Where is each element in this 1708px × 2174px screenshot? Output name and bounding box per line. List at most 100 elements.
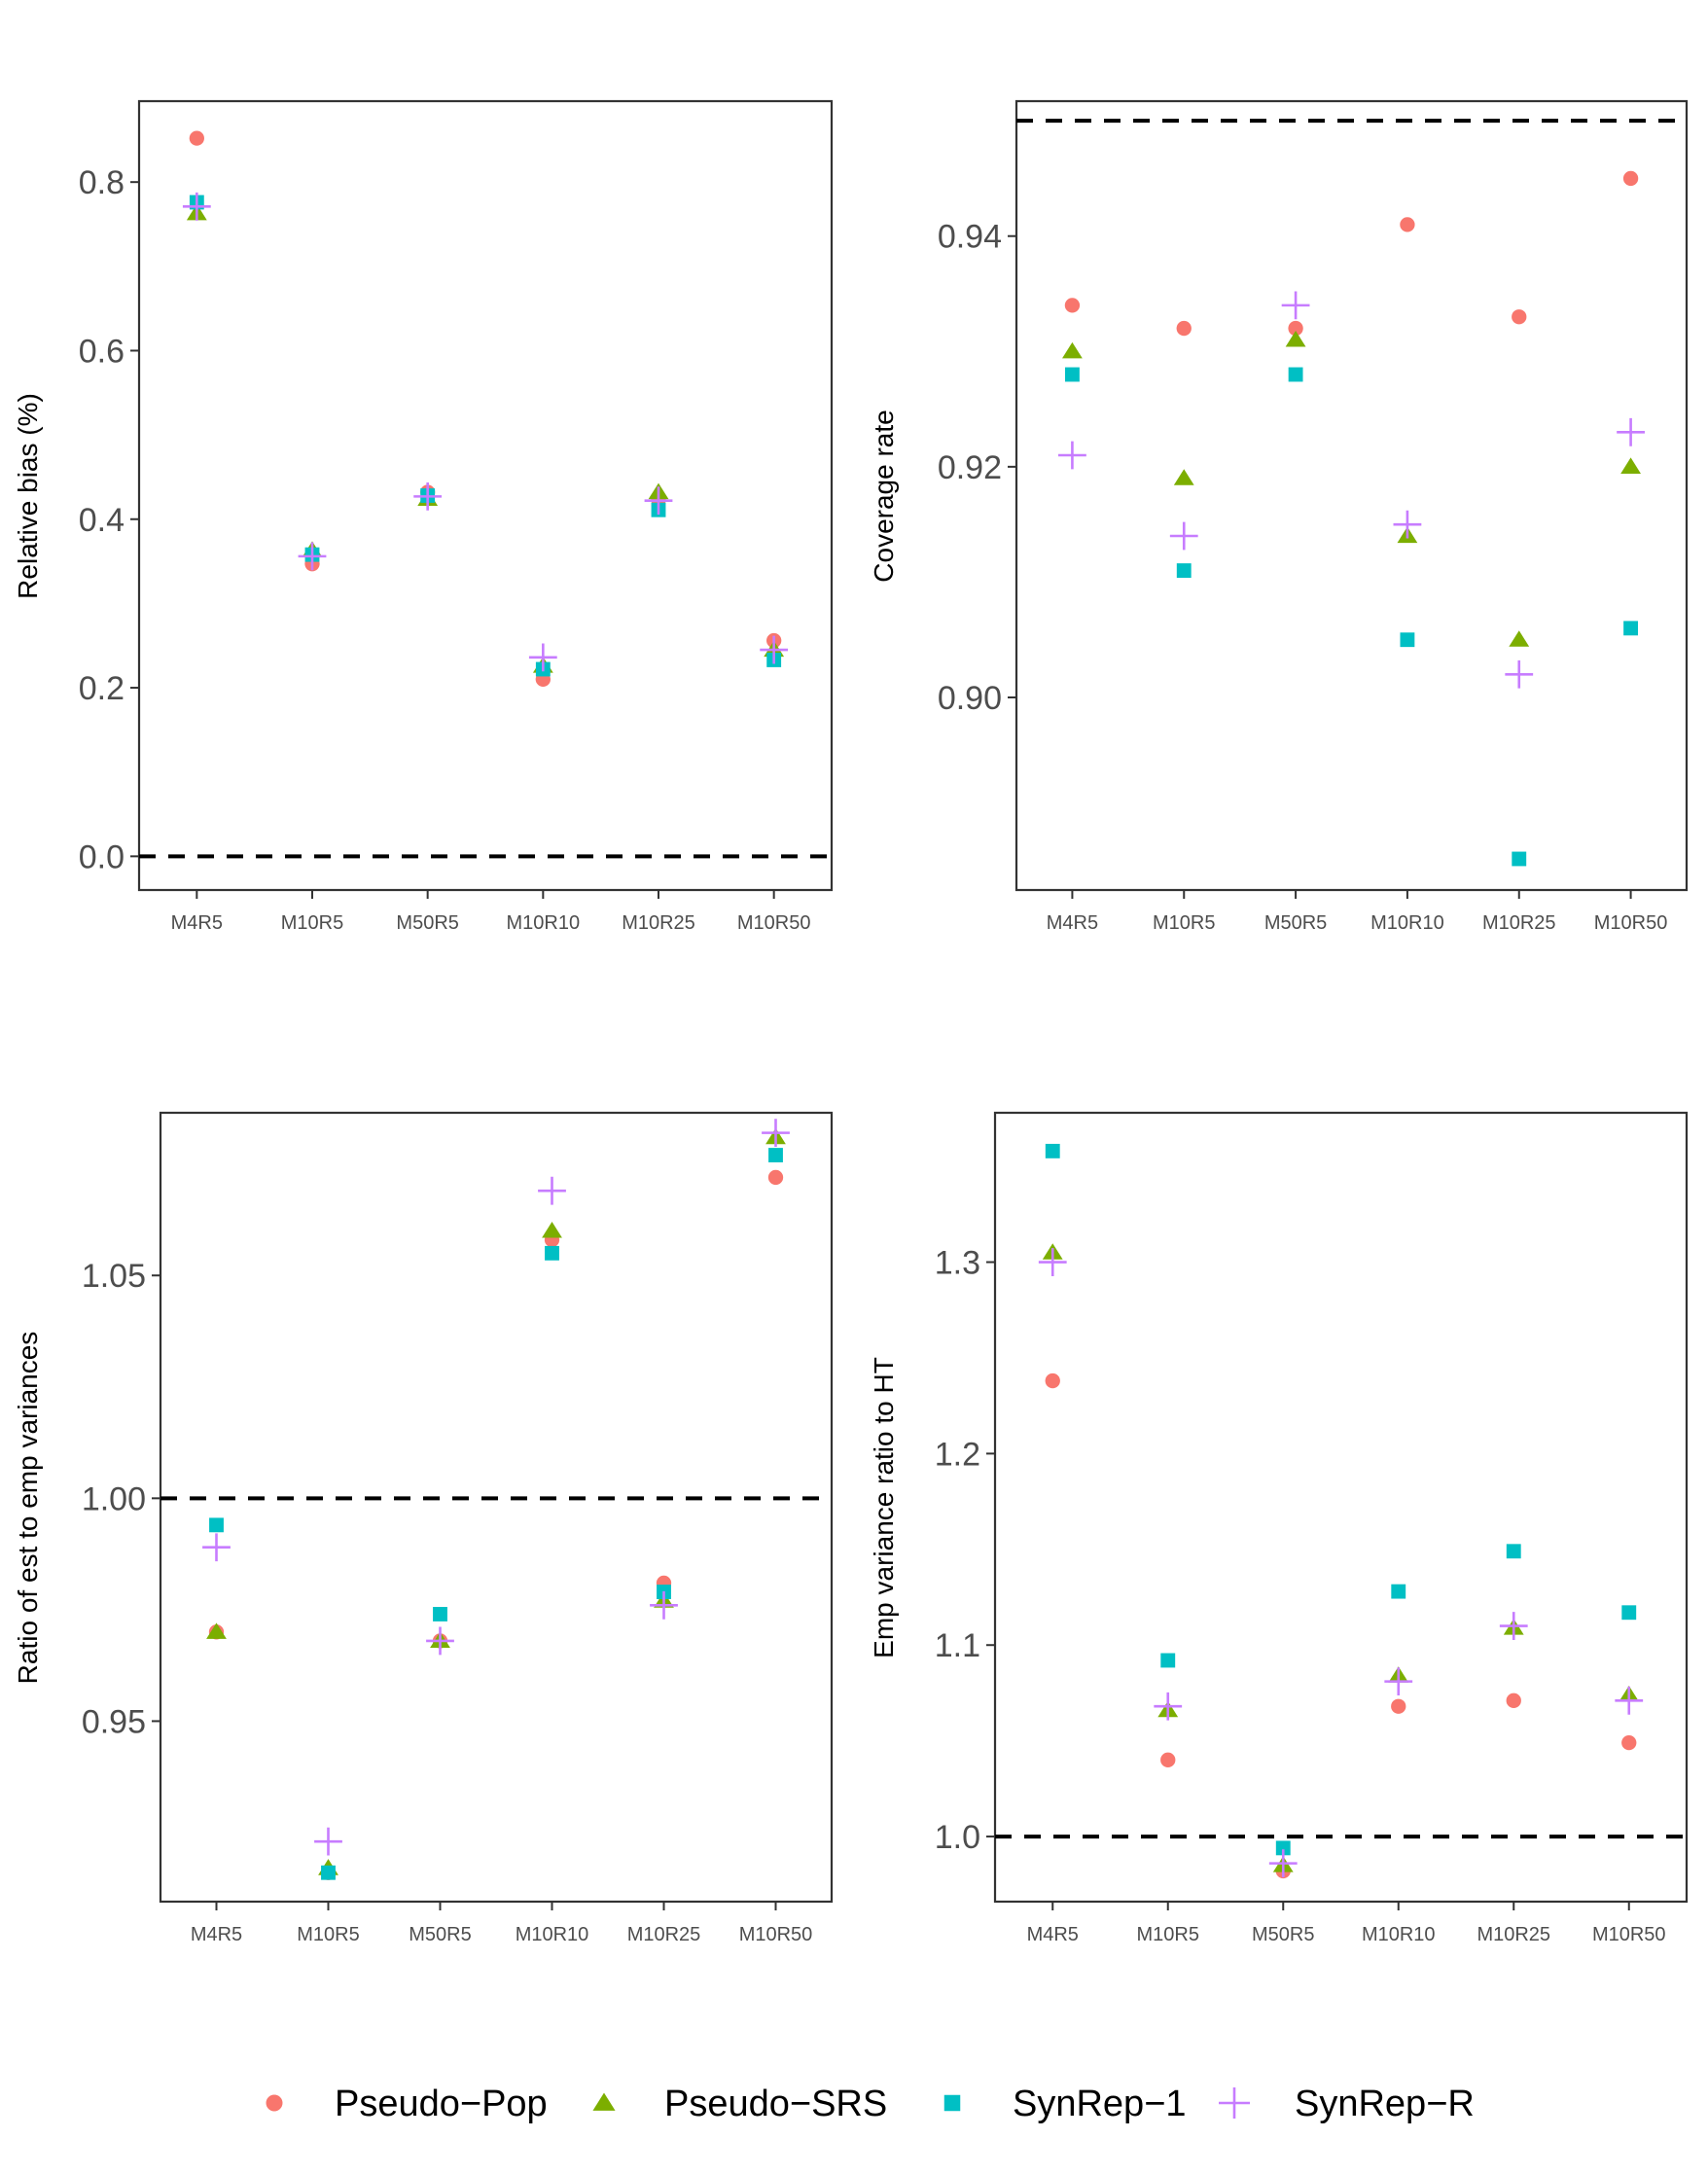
point-pseudo-pop-m10r25 bbox=[1506, 1693, 1521, 1708]
x-tick-label-m4r5: M4R5 bbox=[1047, 912, 1098, 934]
point-synrep-1-m10r10 bbox=[545, 1245, 559, 1261]
point-synrep-1-m50r5 bbox=[433, 1607, 447, 1622]
point-synrep-1-m10r5 bbox=[321, 1865, 336, 1880]
y-tick-label: 1.3 bbox=[935, 1245, 980, 1282]
x-tick-label-m10r5: M10R5 bbox=[1153, 912, 1215, 934]
point-synrep-r-m10r5 bbox=[314, 1827, 342, 1856]
point-synrep-r-m10r50 bbox=[1615, 1686, 1644, 1715]
point-pseudo-pop-m10r50 bbox=[767, 1169, 784, 1186]
emp-variance-ratio-y-axis-title: Emp variance ratio to HT bbox=[869, 1357, 899, 1658]
point-pseudo-srs-m50r5 bbox=[1285, 330, 1306, 347]
point-synrep-r-m10r25 bbox=[1499, 1612, 1528, 1640]
legend-key-pseudo-pop-marker bbox=[266, 2094, 283, 2112]
panel-frame bbox=[159, 1111, 834, 1904]
point-pseudo-srs-m10r10 bbox=[542, 1221, 562, 1238]
x-tick-label-m10r50: M10R50 bbox=[739, 1924, 813, 1945]
point-synrep-r-m50r5 bbox=[1281, 291, 1310, 320]
y-tick-label: 0.92 bbox=[938, 449, 1002, 486]
point-synrep-r-m10r25 bbox=[644, 486, 673, 516]
x-tick-label-m10r25: M10R25 bbox=[1477, 1924, 1550, 1945]
y-tick-label: 0.6 bbox=[79, 333, 125, 370]
y-tick-label: 0.2 bbox=[79, 670, 125, 707]
point-pseudo-pop-m4r5 bbox=[189, 130, 204, 146]
point-pseudo-pop-m10r5 bbox=[1160, 1752, 1176, 1767]
point-synrep-r-m10r25 bbox=[650, 1590, 678, 1620]
legend: Pseudo−Pop Pseudo−SRS SynRep−1 SynRep−R bbox=[266, 2084, 1475, 2124]
x-tick-label-m10r25: M10R25 bbox=[627, 1924, 701, 1945]
x-tick-label-m50r5: M50R5 bbox=[409, 1924, 471, 1945]
legend-label-pseudo-pop: Pseudo−Pop bbox=[335, 2084, 548, 2124]
y-tick-label: 0.4 bbox=[79, 502, 125, 539]
point-synrep-1-m10r5 bbox=[1160, 1653, 1176, 1668]
x-tick-label-m10r50: M10R50 bbox=[1592, 1924, 1666, 1945]
point-synrep-r-m50r5 bbox=[1268, 1849, 1298, 1878]
point-synrep-1-m4r5 bbox=[1064, 367, 1080, 382]
legend-key-synrep-1 bbox=[943, 2094, 961, 2112]
variance-ratio-panel: 0.95 1.00 1.05 M4R5 M10R5 M50R5 M10R10 M10R25 M1… bbox=[13, 1111, 834, 1945]
relative-bias-y-axis-title: Relative bias (%) bbox=[13, 393, 43, 599]
point-synrep-r-m4r5 bbox=[182, 192, 211, 221]
x-tick-label-m10r50: M10R50 bbox=[737, 912, 811, 934]
y-tick-label: 0.94 bbox=[938, 219, 1002, 256]
point-pseudo-pop-m50r5 bbox=[1288, 320, 1303, 337]
legend-label-synrep-r: SynRep−R bbox=[1295, 2084, 1475, 2124]
y-tick-label: 0.0 bbox=[79, 838, 125, 875]
point-synrep-r-m10r50 bbox=[1617, 417, 1645, 446]
panel-frame bbox=[1014, 99, 1689, 892]
x-tick-label-m50r5: M50R5 bbox=[1264, 912, 1327, 934]
coverage-rate-panel: 0.90 0.92 0.94 M4R5 M10R5 M50R5 M10R10 M10R25 M1… bbox=[869, 99, 1689, 934]
point-synrep-1-m10r50 bbox=[1621, 1605, 1637, 1621]
variance-ratio-y-axis-title: Ratio of est to emp variances bbox=[13, 1332, 43, 1685]
point-synrep-r-m10r10 bbox=[1384, 1667, 1413, 1696]
point-synrep-r-m10r5 bbox=[1154, 1692, 1183, 1721]
legend-label-pseudo-srs: Pseudo−SRS bbox=[664, 2084, 887, 2124]
legend-key-pseudo-srs bbox=[592, 2092, 616, 2111]
point-synrep-r-m4r5 bbox=[1038, 1248, 1067, 1276]
x-tick-label-m10r5: M10R5 bbox=[1137, 1924, 1199, 1945]
x-tick-label-m10r5: M10R5 bbox=[297, 1924, 359, 1945]
point-pseudo-srs-m10r5 bbox=[1173, 469, 1194, 485]
y-tick-label: 0.90 bbox=[938, 680, 1002, 717]
point-synrep-r-m4r5 bbox=[202, 1533, 231, 1562]
legend-key-pseudo-srs-marker bbox=[592, 2092, 616, 2111]
point-synrep-1-m50r5 bbox=[1275, 1840, 1291, 1856]
y-tick-label: 1.0 bbox=[935, 1819, 980, 1856]
point-synrep-r-m10r10 bbox=[538, 1176, 566, 1205]
point-pseudo-pop-m10r25 bbox=[1512, 309, 1527, 325]
point-synrep-1-m50r5 bbox=[1288, 367, 1303, 382]
point-pseudo-srs-m4r5 bbox=[1062, 341, 1083, 359]
x-tick-label-m10r10: M10R10 bbox=[516, 1924, 589, 1945]
point-synrep-r-m10r50 bbox=[760, 635, 789, 664]
point-synrep-1-m4r5 bbox=[1045, 1143, 1060, 1158]
point-synrep-r-m10r10 bbox=[528, 643, 557, 672]
legend-key-synrep-r bbox=[1219, 2087, 1250, 2119]
x-tick-label-m10r50: M10R50 bbox=[1594, 912, 1668, 934]
point-pseudo-pop-m10r5 bbox=[1176, 320, 1192, 337]
x-tick-label-m50r5: M50R5 bbox=[1252, 1924, 1314, 1945]
x-tick-label-m50r5: M50R5 bbox=[396, 912, 458, 934]
y-tick-label: 1.2 bbox=[935, 1436, 980, 1473]
panel-frame bbox=[137, 99, 834, 892]
y-tick-label: 1.00 bbox=[82, 1480, 146, 1517]
point-synrep-1-m10r25 bbox=[1506, 1544, 1521, 1559]
emp-variance-ratio-panel: 1.0 1.1 1.2 1.3 M4R5 M10R5 M50R5 M10R10 M10R25 M1… bbox=[869, 1111, 1689, 1945]
point-synrep-1-m10r5 bbox=[1176, 563, 1192, 578]
x-tick-label-m4r5: M4R5 bbox=[1027, 1924, 1079, 1945]
point-pseudo-srs-m4r5 bbox=[206, 1622, 227, 1639]
y-tick-label: 0.8 bbox=[79, 164, 125, 201]
point-synrep-1-m10r10 bbox=[1400, 632, 1415, 648]
y-tick-label: 1.05 bbox=[82, 1258, 146, 1295]
point-pseudo-pop-m10r50 bbox=[1621, 1734, 1637, 1751]
point-pseudo-pop-m10r10 bbox=[1400, 217, 1415, 232]
x-tick-label-m10r25: M10R25 bbox=[1482, 912, 1556, 934]
point-synrep-r-m50r5 bbox=[413, 481, 443, 511]
point-synrep-r-m10r25 bbox=[1505, 659, 1534, 689]
point-synrep-r-m10r10 bbox=[1393, 510, 1422, 539]
point-synrep-1-m10r25 bbox=[1512, 851, 1527, 867]
x-tick-label-m4r5: M4R5 bbox=[171, 912, 223, 934]
legend-key-synrep-r-marker bbox=[1219, 2087, 1250, 2119]
relative-bias-panel: 0.0 0.2 0.4 0.6 0.8 M4R5 M10R5 M50R5 M10R10 M10R2… bbox=[13, 99, 834, 934]
point-synrep-r-m10r5 bbox=[298, 542, 327, 571]
